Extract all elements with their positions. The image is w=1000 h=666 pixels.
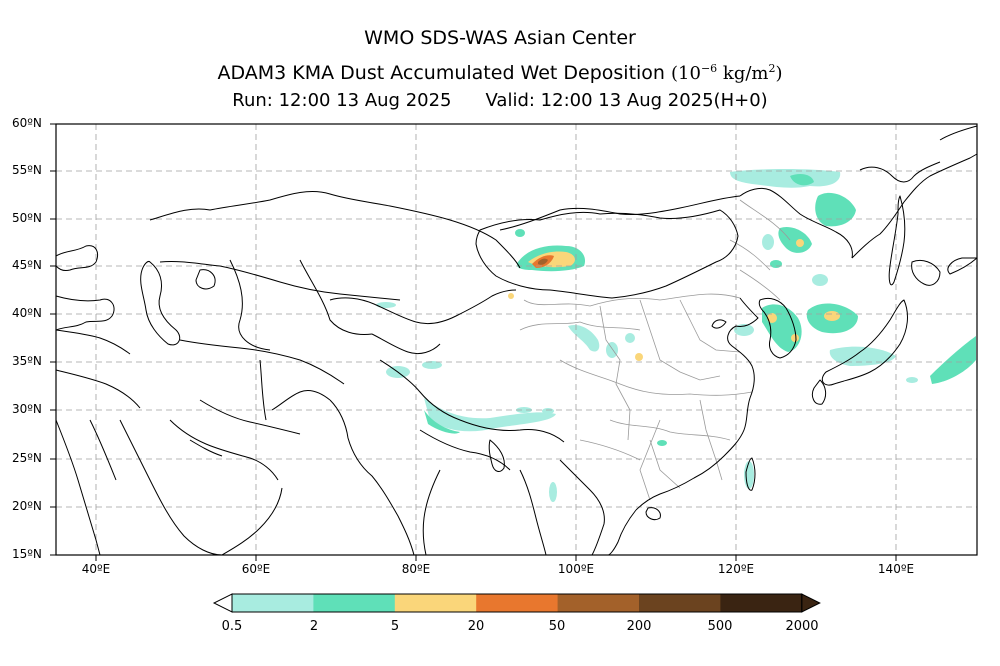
map-subtitle: ADAM3 KMA Dust Accumulated Wet Depositio… bbox=[0, 62, 1000, 84]
lon-label-40: 40ºE bbox=[81, 562, 111, 576]
colorbar-segment bbox=[232, 594, 314, 612]
colorbar-segment bbox=[313, 594, 396, 612]
lat-label-25: 25ºN bbox=[12, 451, 42, 465]
lon-label-100: 100ºE bbox=[557, 562, 595, 576]
run-time: Run: 12:00 13 Aug 2025 bbox=[232, 90, 452, 111]
valid-time: Valid: 12:00 13 Aug 2025(H+0) bbox=[485, 90, 768, 111]
colorbar bbox=[212, 593, 821, 613]
lat-label-15: 15ºN bbox=[12, 547, 42, 561]
lat-label-40: 40ºN bbox=[12, 306, 42, 320]
lat-label-45: 45ºN bbox=[12, 258, 42, 272]
lat-label-35: 35ºN bbox=[12, 354, 42, 368]
colorbar-segment bbox=[476, 594, 559, 612]
colorbar-label: 20 bbox=[467, 619, 485, 634]
subtitle-unit: (10−6 kg/m2) bbox=[671, 62, 783, 84]
colorbar-segment bbox=[720, 594, 803, 612]
run-valid-line: Run: 12:00 13 Aug 2025 Valid: 12:00 13 Au… bbox=[0, 90, 1000, 111]
colorbar-label: 500 bbox=[707, 619, 733, 634]
colorbar-outline bbox=[231, 593, 803, 613]
lon-label-60: 60ºE bbox=[241, 562, 271, 576]
deposition-shading bbox=[376, 169, 976, 502]
colorbar-segment bbox=[639, 594, 721, 612]
colorbar-label: 5 bbox=[390, 619, 400, 634]
coastlines-borders bbox=[55, 125, 978, 556]
colorbar-label: 50 bbox=[548, 619, 566, 634]
map-title: WMO SDS-WAS Asian Center bbox=[364, 27, 636, 49]
lat-label-55: 55ºN bbox=[12, 163, 42, 177]
lon-label-80: 80ºE bbox=[401, 562, 431, 576]
colorbar-overflow-arrow bbox=[801, 593, 821, 613]
map-grid bbox=[56, 124, 977, 555]
colorbar-label: 2 bbox=[309, 619, 319, 634]
lat-label-60: 60ºN bbox=[12, 116, 42, 130]
colorbar-segment bbox=[557, 594, 640, 612]
colorbar-label: 2000 bbox=[785, 619, 819, 634]
lon-label-140: 140ºE bbox=[877, 562, 915, 576]
colorbar-label: 0.5 bbox=[221, 619, 243, 634]
lat-label-50: 50ºN bbox=[12, 211, 42, 225]
lon-label-120: 120ºE bbox=[717, 562, 755, 576]
province-boundaries bbox=[519, 199, 791, 501]
lat-label-30: 30ºN bbox=[12, 402, 42, 416]
subtitle-main: ADAM3 KMA Dust Accumulated Wet Depositio… bbox=[217, 62, 665, 84]
colorbar-underflow-arrow bbox=[212, 593, 233, 613]
axis-ticks bbox=[50, 123, 897, 561]
lat-label-20: 20ºN bbox=[12, 499, 42, 513]
colorbar-label: 200 bbox=[626, 619, 652, 634]
colorbar-segment bbox=[394, 594, 477, 612]
